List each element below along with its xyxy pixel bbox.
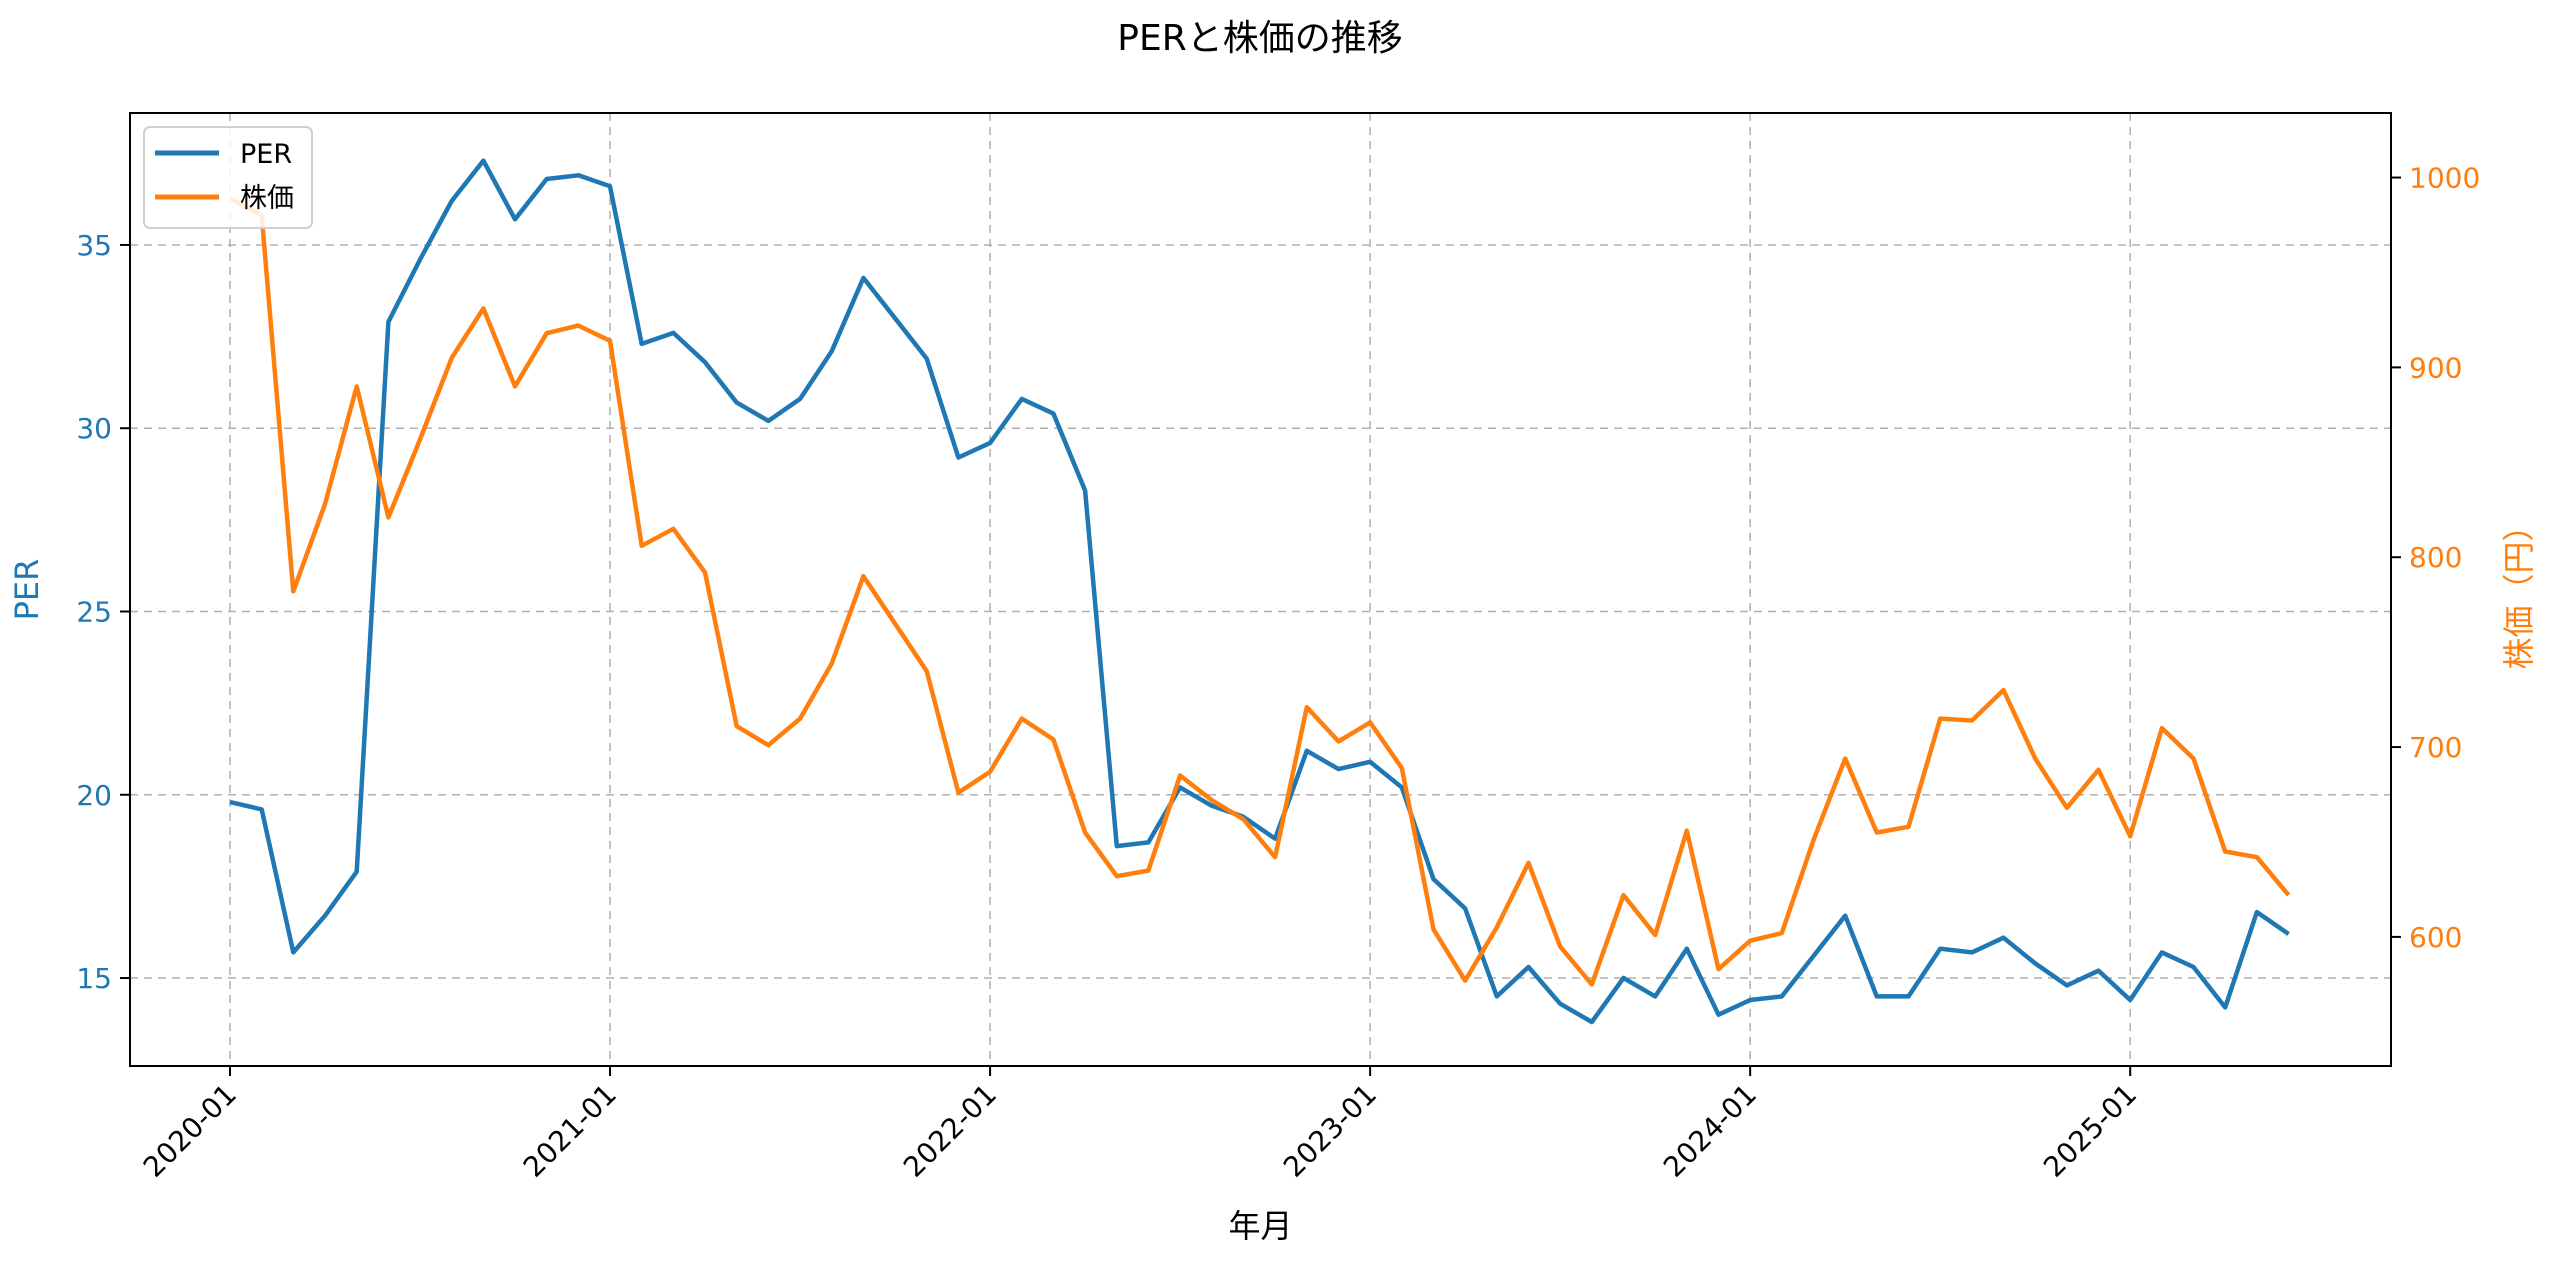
left-y-tick-label: 25 bbox=[76, 595, 112, 628]
left-y-axis: 15 20 25 30 35 bbox=[76, 229, 130, 995]
x-tick-label: 2023-01 bbox=[1277, 1078, 1383, 1184]
left-y-tick-label: 15 bbox=[76, 962, 112, 995]
grid-lines bbox=[130, 113, 2391, 1066]
x-axis: 2020-01 2021-01 2022-01 2023-01 2024-01 2025-… bbox=[137, 1066, 2143, 1184]
x-tick-label: 2025-01 bbox=[2037, 1078, 2143, 1184]
x-tick-label: 2020-01 bbox=[137, 1078, 243, 1184]
left-y-tick-label: 20 bbox=[76, 779, 112, 812]
left-y-tick-label: 30 bbox=[76, 412, 112, 445]
right-y-axis-label: 株価（円） bbox=[2500, 509, 2538, 669]
legend: PER 株価 bbox=[143, 126, 313, 229]
x-tick-label: 2024-01 bbox=[1657, 1078, 1763, 1184]
right-y-tick-label: 700 bbox=[2409, 731, 2462, 764]
x-axis-label: 年月 bbox=[1228, 1207, 1292, 1245]
right-y-tick-label: 900 bbox=[2409, 351, 2462, 384]
left-y-tick-label: 35 bbox=[76, 229, 112, 262]
right-y-tick-label: 600 bbox=[2409, 921, 2462, 954]
legend-label-price: 株価 bbox=[240, 183, 294, 214]
plot-frame bbox=[129, 112, 2392, 1067]
legend-label-per: PER bbox=[240, 139, 292, 170]
right-y-tick-label: 800 bbox=[2409, 541, 2462, 574]
right-y-axis: 600 700 800 900 1000 bbox=[2391, 162, 2480, 954]
x-tick-label: 2022-01 bbox=[897, 1078, 1003, 1184]
plot-area bbox=[228, 158, 2291, 1025]
x-tick-label: 2021-01 bbox=[517, 1078, 623, 1184]
left-y-axis-label: PER bbox=[8, 559, 46, 621]
right-y-tick-label: 1000 bbox=[2409, 162, 2480, 195]
chart-title: PERと株価の推移 bbox=[1117, 18, 1402, 59]
price-line bbox=[228, 196, 2291, 987]
per-line bbox=[229, 158, 2290, 1025]
